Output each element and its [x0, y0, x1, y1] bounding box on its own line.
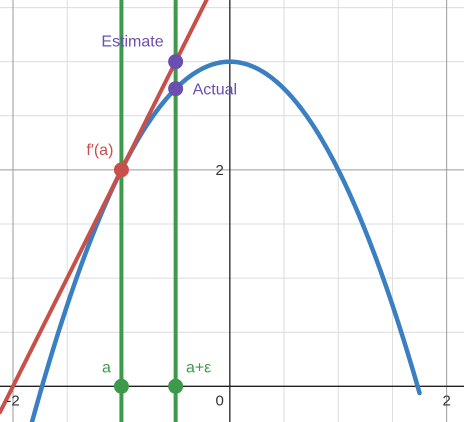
function-curve	[29, 59, 422, 422]
label-estimate: Estimate	[101, 34, 163, 51]
x-tick-label-neg2: -2	[6, 392, 19, 409]
label-actual: Actual	[193, 82, 237, 99]
x-tick-label-0: 0	[215, 392, 223, 409]
point-1	[168, 378, 184, 394]
point-3	[168, 54, 184, 70]
label-a-plus-epsilon: a+ε	[186, 359, 211, 376]
label-a: a	[102, 359, 111, 376]
point-4	[168, 81, 184, 97]
tangent-line	[0, 0, 209, 415]
x-tick-label-2: 2	[442, 392, 450, 409]
point-2	[113, 162, 129, 178]
y-tick-label-2: 2	[215, 162, 223, 179]
point-0	[113, 378, 129, 394]
points-layer	[113, 54, 184, 394]
label-f-prime-a: f′(a)	[86, 142, 113, 159]
